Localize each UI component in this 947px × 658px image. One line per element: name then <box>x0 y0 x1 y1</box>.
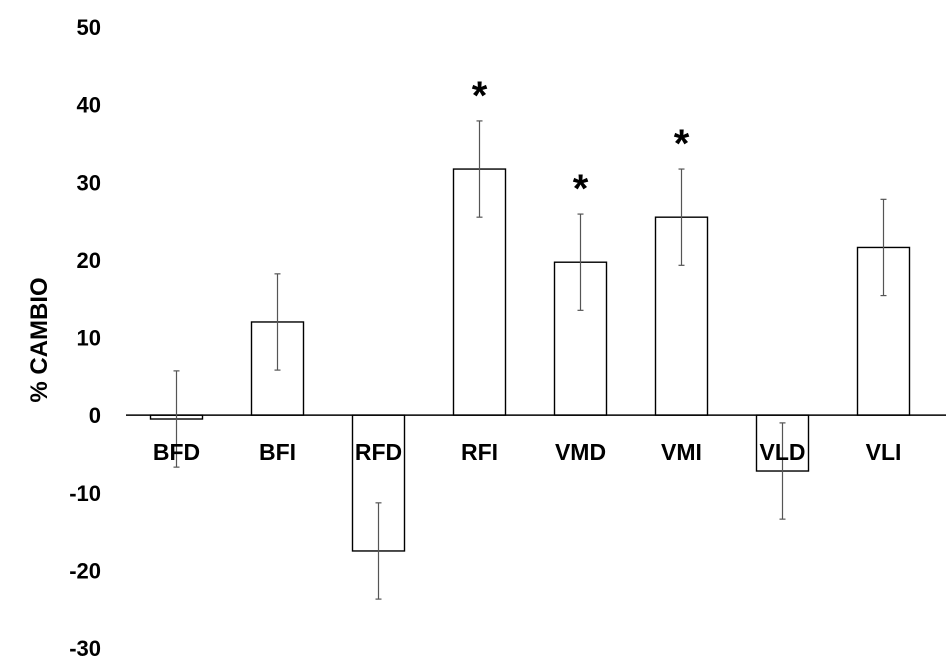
error-bar-rfi <box>476 120 483 218</box>
category-label-vmi: VMI <box>661 439 702 465</box>
category-label-vli: VLI <box>866 439 902 465</box>
error-bar-bfd <box>173 370 180 468</box>
y-tick-label: -30 <box>69 636 101 658</box>
significance-markers: * * * <box>472 74 690 211</box>
error-bars <box>173 120 887 600</box>
y-tick-label: 40 <box>77 93 101 118</box>
y-tick-label: 0 <box>89 403 101 428</box>
error-bar-vmi <box>678 168 685 266</box>
error-bar-vld <box>779 422 786 520</box>
y-tick-label: 10 <box>77 326 101 351</box>
category-label-rfd: RFD <box>355 439 402 465</box>
category-label-vld: VLD <box>760 439 806 465</box>
error-bar-vli <box>880 198 887 297</box>
y-axis-ticks: 50 40 30 20 10 0 -10 -20 -30 <box>69 15 101 658</box>
y-tick-label: -10 <box>69 481 101 506</box>
category-labels: BFD BFI RFD RFI VMD VMI VLD VLI <box>153 439 902 465</box>
significance-star-rfi: * <box>472 74 488 118</box>
category-label-rfi: RFI <box>461 439 498 465</box>
category-label-bfd: BFD <box>153 439 200 465</box>
error-bar-rfd <box>375 502 382 600</box>
category-label-bfi: BFI <box>259 439 296 465</box>
error-bar-bfi <box>274 273 281 371</box>
significance-star-vmd: * <box>573 167 589 211</box>
y-tick-label: -20 <box>69 558 101 583</box>
significance-star-vmi: * <box>674 122 690 166</box>
y-tick-label: 30 <box>77 170 101 195</box>
error-bar-vmd <box>577 213 584 311</box>
y-axis-label: % CAMBIO <box>26 277 53 402</box>
bars <box>149 168 911 552</box>
y-tick-label: 20 <box>77 248 101 273</box>
category-label-vmd: VMD <box>555 439 606 465</box>
y-tick-label: 50 <box>77 15 101 40</box>
